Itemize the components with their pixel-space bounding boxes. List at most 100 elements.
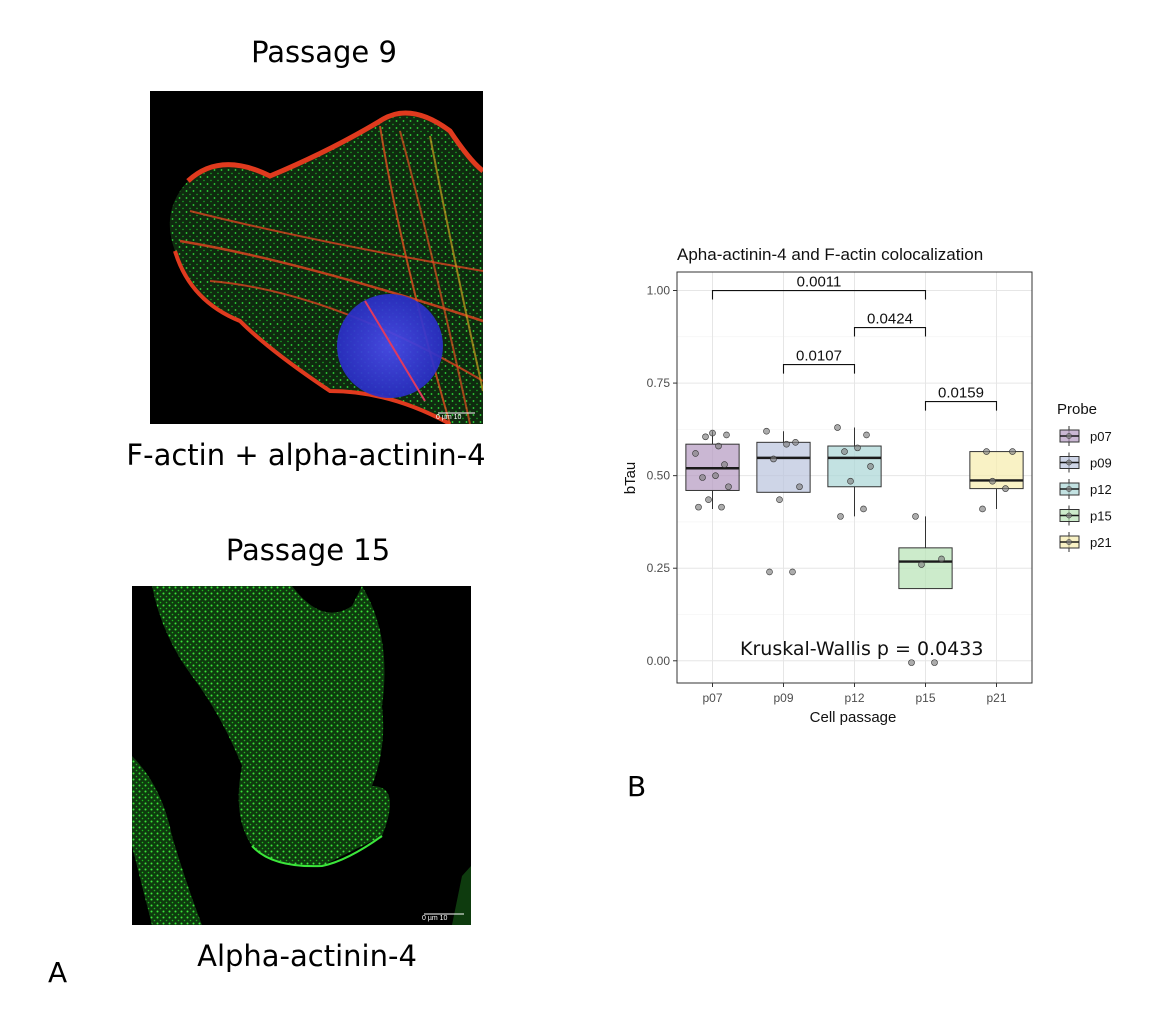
data-point (702, 433, 709, 441)
data-point (938, 555, 945, 563)
box-p21 (969, 451, 1024, 509)
scale-bar-label-top: 0 µm 10 (436, 414, 462, 421)
data-point (709, 429, 716, 437)
legend-item-p21: p21 (1059, 532, 1112, 552)
y-tick-label: 0.75 (647, 376, 671, 390)
data-point (789, 568, 796, 576)
legend-item-p09: p09 (1059, 452, 1112, 473)
legend-point (1066, 459, 1072, 466)
data-point (989, 477, 996, 485)
data-point (776, 496, 783, 504)
data-point (721, 461, 728, 468)
scale-bar-label-bottom: 0 µm 10 (422, 915, 448, 922)
x-tick-label: p09 (773, 691, 793, 705)
box-body (898, 547, 953, 590)
boxplot-chart: Apha-actinin-4 and F-actin colocalizatio… (622, 245, 1112, 726)
significance-bracket: 0.0159 (924, 385, 998, 411)
data-point (792, 439, 799, 446)
data-point (854, 444, 861, 452)
data-point (979, 505, 986, 513)
kruskal-wallis-annotation: Kruskal-Wallis p = 0.0433 (740, 638, 983, 660)
data-point (837, 513, 844, 520)
data-point (847, 477, 854, 485)
y-tick-label: 0.25 (647, 561, 671, 575)
data-point (1002, 485, 1009, 492)
data-point (699, 474, 706, 481)
p-value-label: 0.0107 (796, 348, 842, 365)
legend-item-p15: p15 (1059, 505, 1112, 526)
data-point (763, 427, 770, 435)
data-point (723, 431, 730, 439)
data-point (908, 659, 915, 666)
bracket-line (924, 401, 998, 411)
significance-bracket: 0.0424 (853, 311, 927, 337)
data-point (712, 472, 719, 479)
data-point (695, 503, 702, 511)
data-point (796, 483, 803, 491)
y-axis-label: bTau (622, 462, 639, 495)
passage-15-caption: Alpha-actinin-4 (197, 939, 417, 973)
panel-b-letter: B (627, 770, 647, 803)
passage-9-title: Passage 9 (251, 35, 397, 69)
y-tick-label: 0.00 (647, 654, 671, 668)
data-point (766, 568, 773, 576)
significance-bracket: 0.0107 (782, 348, 856, 374)
legend-label: p09 (1090, 456, 1112, 471)
micrograph-passage-9-image: 0 µm 10 (169, 110, 483, 424)
bracket-line (853, 326, 927, 337)
data-point (718, 503, 725, 511)
y-tick-label: 0.50 (647, 469, 671, 483)
legend-label: p07 (1090, 429, 1112, 444)
significance-bracket: 0.0011 (711, 274, 927, 300)
legend-point (1066, 433, 1072, 439)
legend-point (1066, 539, 1072, 545)
p-value-label: 0.0011 (797, 274, 842, 291)
micrograph-passage-9: 0 µm 10 (150, 91, 483, 424)
y-tick-label: 1.00 (647, 284, 671, 298)
x-tick-label: p12 (844, 691, 864, 705)
legend-label: p15 (1090, 509, 1112, 524)
data-point (918, 561, 925, 568)
legend: p07 p09 p12 p15 p21 (1059, 426, 1112, 552)
micrograph-passage-15-image: 0 µm 10 (132, 586, 471, 925)
bracket-line (711, 289, 927, 300)
passage-15-title: Passage 15 (225, 533, 391, 567)
data-point (705, 496, 712, 504)
p-value-label: 0.0159 (938, 385, 984, 402)
legend-point (1066, 512, 1072, 519)
data-point (912, 513, 919, 520)
box-body (969, 451, 1024, 490)
legend-title: Probe (1057, 401, 1097, 418)
legend-item-p12: p12 (1059, 479, 1112, 499)
x-tick-label: p07 (702, 691, 722, 705)
p-value-label: 0.0424 (867, 311, 913, 328)
x-tick-label: p15 (915, 691, 935, 705)
data-point (983, 448, 990, 455)
plot-border (676, 271, 1033, 684)
data-point (860, 505, 867, 513)
data-point (867, 463, 874, 470)
x-axis-label: Cell passage (810, 709, 897, 726)
data-point (841, 448, 848, 455)
data-point (715, 442, 722, 450)
legend-item-p07: p07 (1059, 426, 1112, 446)
data-point (770, 455, 777, 463)
passage-9-caption: F-actin + alpha-actinin-4 (126, 438, 486, 472)
bracket-line (782, 364, 856, 374)
data-point (863, 431, 870, 439)
legend-label: p12 (1090, 482, 1112, 497)
box-p15 (898, 516, 953, 590)
data-point (692, 450, 699, 457)
data-point (1009, 448, 1016, 455)
micrograph-passage-15: 0 µm 10 (132, 586, 471, 925)
legend-point (1066, 486, 1072, 492)
data-point (931, 659, 938, 666)
plot-area: 0.00 0.25 0.50 0.75 1.00 p07 p09 p12 p15 p21 0.001… (647, 271, 1033, 705)
data-point (834, 424, 841, 431)
legend-label: p21 (1090, 535, 1112, 550)
chart-title: Apha-actinin-4 and F-actin colocalizatio… (677, 245, 983, 264)
x-tick-label: p21 (986, 691, 1006, 705)
data-point (725, 483, 732, 491)
panel-a-letter: A (48, 956, 68, 989)
data-point (783, 440, 790, 448)
